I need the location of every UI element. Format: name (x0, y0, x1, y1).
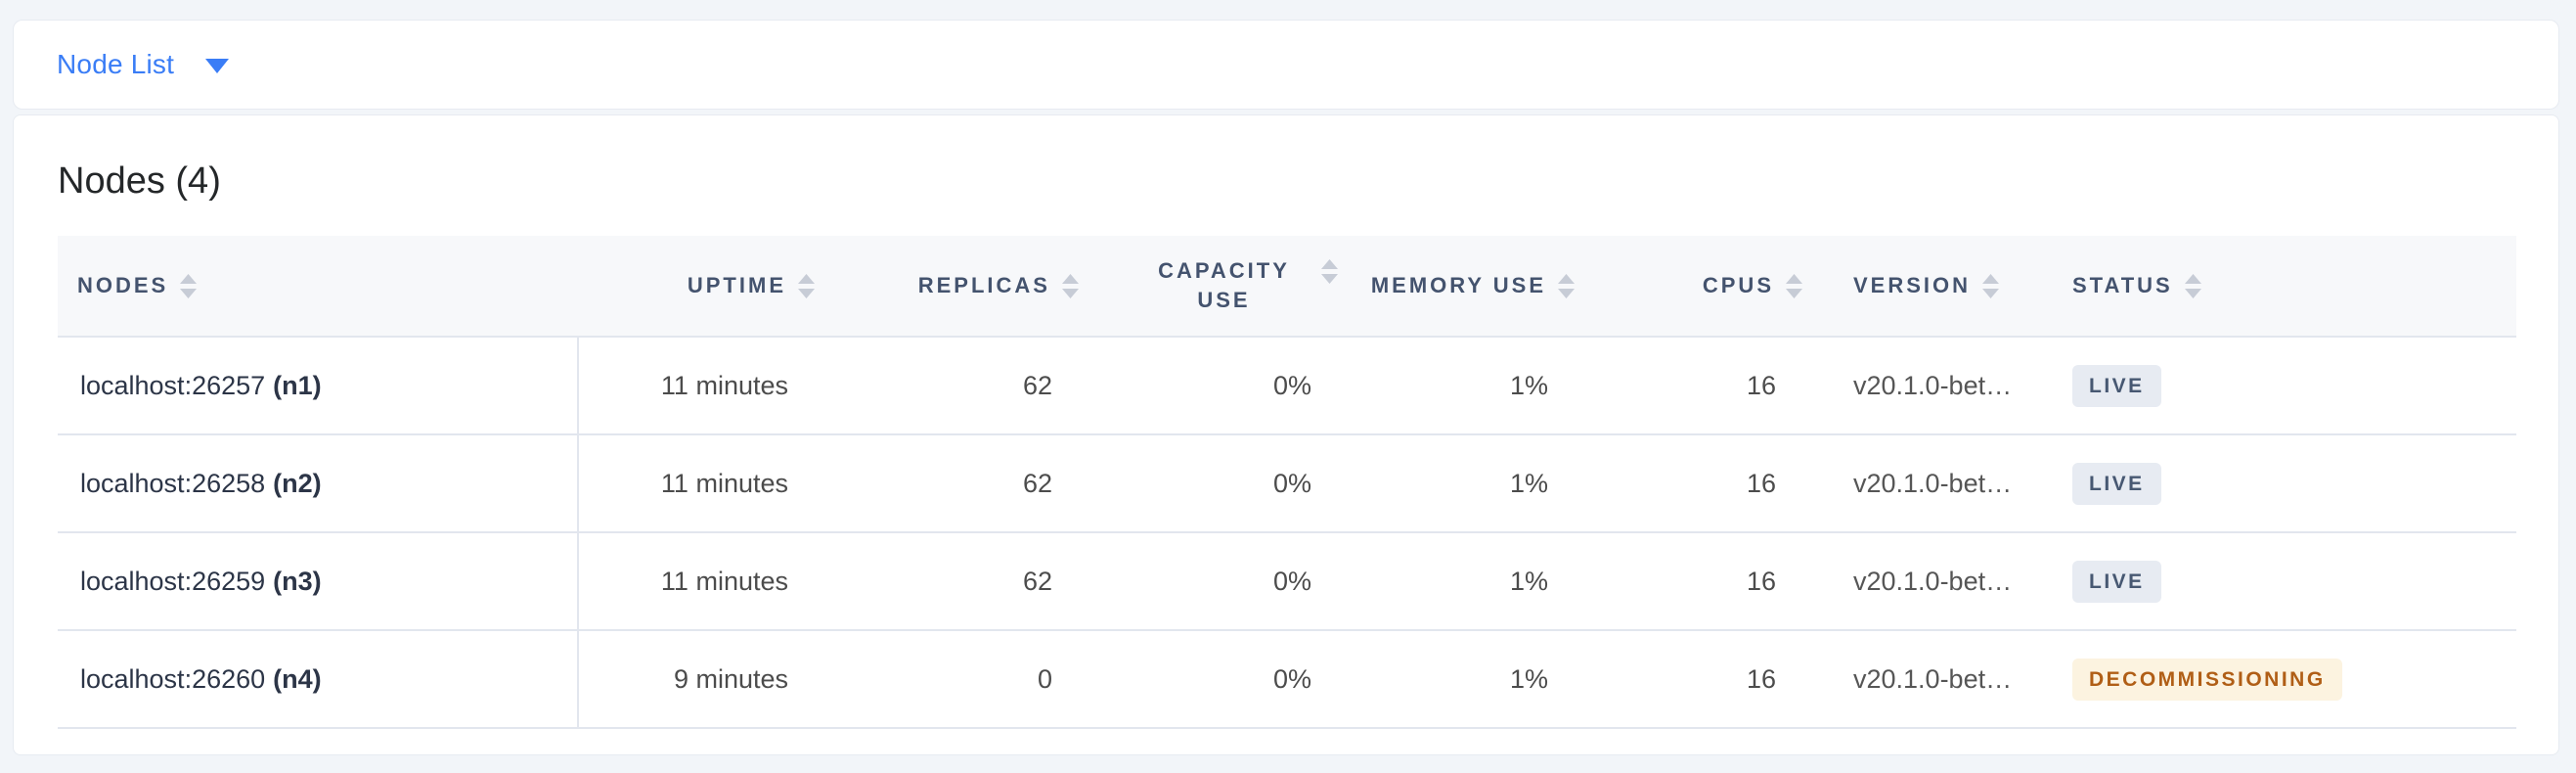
status-cell: DECOMMISSIONING (2045, 630, 2516, 729)
version-cell: v20.1.0-bet… (1818, 532, 2045, 631)
version-cell: v20.1.0-bet… (1818, 630, 2045, 729)
cpus-cell: 16 (1590, 630, 1818, 729)
capacity-use-cell: 0% (1094, 532, 1354, 631)
sort-icon (2184, 273, 2201, 298)
sort-icon (1062, 273, 1079, 298)
memory-use-cell: 1% (1354, 532, 1590, 631)
uptime-cell: 11 minutes (578, 532, 830, 631)
uptime-cell: 9 minutes (578, 630, 830, 729)
status-badge: LIVE (2072, 462, 2161, 505)
status-badge: LIVE (2072, 364, 2161, 407)
node-list-dropdown-label: Node List (57, 49, 175, 79)
memory-use-cell: 1% (1354, 630, 1590, 729)
sort-icon (1321, 259, 1338, 285)
sort-icon (180, 273, 198, 298)
column-header-uptime[interactable]: UPTIME (578, 236, 830, 338)
table-header-row: NODES UPTIME REPLICAS (58, 236, 2516, 338)
status-cell: LIVE (2045, 532, 2516, 631)
node-address-cell: localhost:26258 (n2) (58, 434, 579, 533)
uptime-cell: 11 minutes (578, 434, 830, 533)
sort-icon (1982, 273, 2000, 298)
status-cell: LIVE (2045, 337, 2516, 435)
chevron-down-icon (205, 59, 230, 73)
uptime-cell: 11 minutes (578, 337, 830, 435)
node-id: (n3) (273, 566, 322, 596)
sort-icon (1558, 273, 1575, 298)
status-badge: DECOMMISSIONING (2072, 658, 2342, 701)
replicas-cell: 62 (830, 434, 1094, 533)
table-row: localhost:26260 (n4) 9 minutes 0 0% 1% 16… (58, 630, 2516, 729)
capacity-use-cell: 0% (1094, 630, 1354, 729)
node-list-dropdown[interactable]: Node List (57, 49, 230, 80)
column-header-capacity-use[interactable]: CAPACITY USE (1094, 236, 1354, 338)
memory-use-cell: 1% (1354, 337, 1590, 435)
cpus-cell: 16 (1590, 532, 1818, 631)
column-header-memory-use[interactable]: MEMORY USE (1354, 236, 1590, 338)
node-address-cell: localhost:26257 (n1) (58, 337, 579, 435)
page-title: Nodes (4) (58, 160, 221, 202)
replicas-cell: 0 (830, 630, 1094, 729)
column-header-nodes[interactable]: NODES (58, 236, 578, 338)
status-cell: LIVE (2045, 434, 2516, 533)
replicas-cell: 62 (830, 337, 1094, 435)
capacity-use-cell: 0% (1094, 434, 1354, 533)
node-id: (n1) (273, 370, 322, 400)
sort-icon (1786, 273, 1802, 298)
version-cell: v20.1.0-bet… (1818, 434, 2045, 533)
column-header-replicas[interactable]: REPLICAS (830, 236, 1094, 338)
column-header-cpus[interactable]: CPUS (1590, 236, 1818, 338)
column-header-version[interactable]: VERSION (1818, 236, 2045, 338)
column-header-status[interactable]: STATUS (2045, 236, 2516, 338)
nodes-card: Nodes (4) NODES UPTIME (13, 114, 2559, 755)
table-row: localhost:26259 (n3) 11 minutes 62 0% 1% … (58, 532, 2516, 631)
table-row: localhost:26258 (n2) 11 minutes 62 0% 1% … (58, 434, 2516, 533)
nodes-table: NODES UPTIME REPLICAS (58, 236, 2516, 729)
memory-use-cell: 1% (1354, 434, 1590, 533)
table-row: localhost:26257 (n1) 11 minutes 62 0% 1% … (58, 337, 2516, 435)
node-address-cell: localhost:26259 (n3) (58, 532, 579, 631)
sort-icon (798, 273, 815, 298)
view-selector-bar: Node List (13, 20, 2559, 110)
node-id: (n2) (273, 468, 322, 498)
capacity-use-cell: 0% (1094, 337, 1354, 435)
node-address-cell: localhost:26260 (n4) (58, 630, 579, 729)
cpus-cell: 16 (1590, 337, 1818, 435)
version-cell: v20.1.0-bet… (1818, 337, 2045, 435)
node-id: (n4) (273, 663, 322, 694)
status-badge: LIVE (2072, 560, 2161, 603)
replicas-cell: 62 (830, 532, 1094, 631)
cpus-cell: 16 (1590, 434, 1818, 533)
